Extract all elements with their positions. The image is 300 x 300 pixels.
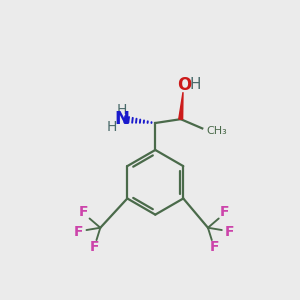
Text: F: F xyxy=(89,240,99,254)
Polygon shape xyxy=(179,92,183,119)
Text: H: H xyxy=(190,77,201,92)
Text: F: F xyxy=(225,225,234,238)
Text: F: F xyxy=(74,225,83,238)
Text: CH₃: CH₃ xyxy=(206,126,227,136)
Text: F: F xyxy=(209,240,219,254)
Text: F: F xyxy=(79,205,88,219)
Text: N: N xyxy=(114,110,129,128)
Text: H: H xyxy=(116,103,127,117)
Text: O: O xyxy=(177,76,191,94)
Text: H: H xyxy=(107,120,117,134)
Text: F: F xyxy=(220,205,230,219)
